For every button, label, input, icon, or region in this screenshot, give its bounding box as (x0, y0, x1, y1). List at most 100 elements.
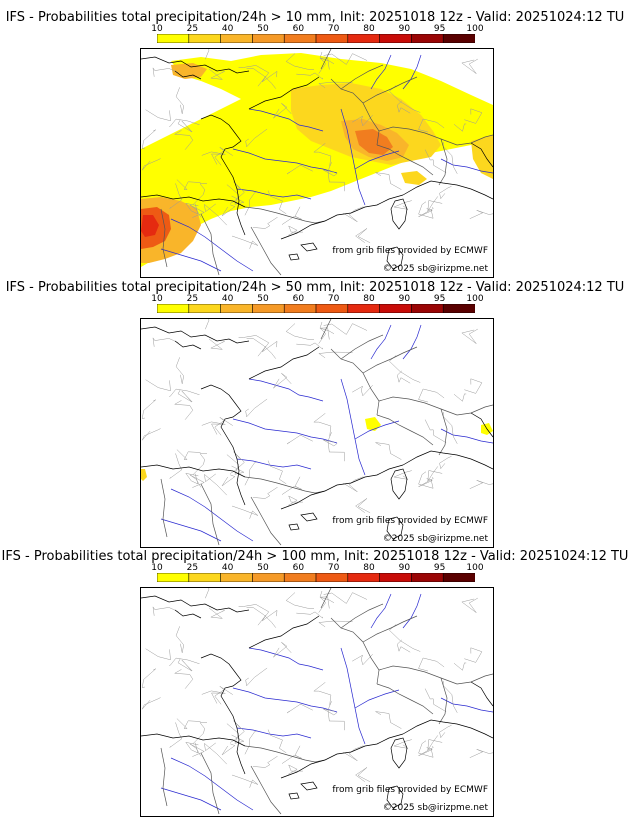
admin-border (355, 767, 371, 783)
colorbar-tick-label: 95 (433, 294, 446, 304)
panel-title: IFS - Probabilities total precipitation/… (5, 280, 625, 295)
admin-border (327, 701, 345, 731)
colorbar-tick-label: 70 (327, 563, 340, 573)
coast-line (386, 516, 404, 540)
colorbar-labels: 10 25 40 50 60 70 80 90 95 100 (151, 563, 483, 573)
admin-border (189, 204, 205, 218)
country-border (250, 765, 282, 815)
colorbar-segment (315, 304, 349, 313)
admin-border (439, 186, 452, 200)
panel-title: IFS - Probabilities total precipitation/… (1, 549, 629, 564)
colorbar-tick-label: 90 (398, 294, 411, 304)
colorbar-labels: 10 25 40 50 60 70 80 90 95 100 (151, 24, 483, 34)
admin-border (286, 165, 313, 175)
colorbar-tick-label: 40 (221, 563, 234, 573)
coast-line (200, 384, 246, 506)
panel-title: IFS - Probabilities total precipitation/… (5, 10, 625, 25)
admin-border (424, 419, 447, 443)
coast-line (141, 733, 246, 747)
coastline (141, 326, 493, 540)
admin-border (461, 58, 478, 74)
admin-border (214, 417, 233, 436)
country-border (200, 752, 220, 815)
country-border (438, 138, 448, 186)
admin-border (439, 725, 452, 739)
colorbar-tick-label: 10 (151, 24, 163, 34)
admin-border (173, 400, 194, 420)
admin-border (205, 588, 210, 599)
colorbar-segment (188, 573, 222, 582)
border-lines (141, 319, 493, 546)
admin-border (152, 67, 179, 77)
admin-border (177, 389, 193, 403)
admin-border (296, 611, 323, 619)
admin-border (231, 505, 259, 519)
river (370, 54, 392, 90)
admin-border (238, 335, 270, 351)
coast-line (200, 114, 246, 236)
coast-line (248, 76, 320, 110)
admin-border (418, 201, 434, 219)
colorbar-segment (220, 573, 253, 582)
admin-border (286, 435, 313, 445)
precip-shading (141, 417, 493, 481)
admin-border (319, 321, 330, 340)
admin-border (267, 190, 287, 215)
admin-border (281, 206, 302, 225)
admin-border (418, 740, 434, 758)
precip-area (141, 469, 147, 481)
admin-border (145, 109, 171, 122)
admin-border (397, 639, 411, 653)
coastline (141, 595, 493, 809)
river (354, 420, 400, 440)
admin-border (424, 688, 447, 712)
admin-border (246, 338, 276, 359)
colorbar-segment (379, 34, 412, 43)
admin-border (185, 741, 199, 754)
border-lines (141, 588, 493, 815)
admin-border (169, 118, 200, 127)
admin-border (244, 731, 257, 755)
admin-border (246, 68, 276, 89)
river (402, 324, 422, 360)
admin-border (152, 606, 179, 616)
colorbar-tick-label: 80 (363, 24, 375, 34)
admin-border (245, 128, 268, 148)
admin-border (318, 620, 353, 628)
colorbar-tick-label: 70 (327, 294, 340, 304)
colorbar-tick-label: 60 (292, 563, 305, 573)
admin-border (141, 129, 157, 149)
admin-border (145, 648, 171, 661)
admin-border (393, 739, 412, 749)
admin-border (244, 192, 257, 216)
river (236, 458, 312, 470)
admin-border (185, 202, 199, 215)
coast-line (386, 785, 404, 809)
admin-border (393, 200, 412, 210)
coast-line (288, 523, 300, 531)
river (160, 518, 222, 542)
precip-area (365, 417, 381, 431)
admin-border (226, 184, 245, 205)
precipitation-map: from grib files provided by ECMWF ©2025 … (140, 587, 494, 817)
colorbar-segment (442, 34, 475, 43)
admin-border (288, 764, 303, 775)
river (236, 727, 312, 739)
country-border (378, 665, 458, 685)
colorbar-segment (315, 34, 349, 43)
country-border (320, 49, 332, 70)
admin-border (173, 669, 194, 689)
country-border (160, 478, 168, 538)
admin-border (318, 351, 353, 359)
admin-border (375, 172, 402, 190)
coast-line (141, 326, 250, 344)
admin-border (418, 657, 445, 672)
coast-line (280, 464, 404, 510)
river (340, 647, 366, 745)
country-border (200, 483, 220, 546)
admin-border (267, 729, 287, 754)
coast-line (141, 464, 246, 478)
admin-border (201, 151, 226, 165)
admin-border (245, 398, 268, 418)
admin-border (245, 667, 268, 687)
